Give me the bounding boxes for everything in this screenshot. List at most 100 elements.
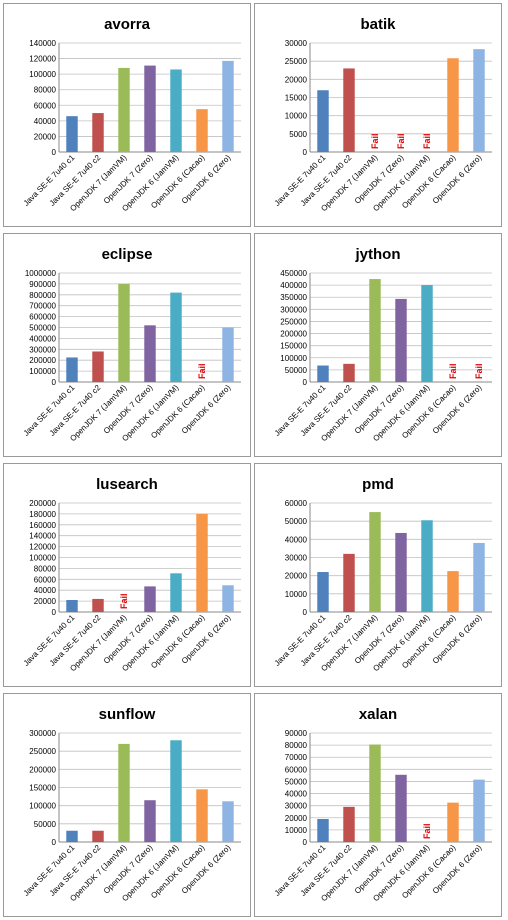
bar-openjdk-7-jamvm [369,744,381,842]
y-tick-label: 300000 [29,729,56,738]
bar-openjdk-6-jamvm [170,69,182,152]
y-tick-label: 160000 [29,521,56,530]
bar-openjdk-7-jamvm [369,279,381,382]
y-tick-label: 120000 [29,55,56,64]
bar-java-se-e-7u40-c2 [92,351,104,382]
bar-openjdk-6-jamvm [170,292,182,382]
bar-openjdk-6-zero [222,327,234,382]
bar-java-se-e-7u40-c1 [317,365,329,382]
y-tick-label: 20000 [285,75,308,84]
bar-openjdk-6-jamvm [421,520,433,612]
fail-label: Fail [422,133,432,149]
y-tick-label: 500000 [29,324,56,333]
bar-java-se-e-7u40-c2 [92,598,104,612]
y-tick-label: 50000 [34,820,57,829]
fail-label: Fail [448,363,458,379]
bar-java-se-e-7u40-c2 [343,553,355,612]
bar-openjdk-6-jamvm [421,285,433,382]
chart-frame [254,3,502,227]
y-tick-label: 20000 [34,132,57,141]
y-tick-label: 20000 [34,597,57,606]
y-tick-label: 200000 [29,499,56,508]
fail-label: Fail [370,133,380,149]
y-tick-label: 20000 [285,814,308,823]
bar-openjdk-6-cacao [196,109,208,152]
y-tick-label: 80000 [285,741,308,750]
chart-title: xalan [359,706,397,723]
bar-openjdk-6-cacao [447,571,459,612]
chart-title: sunflow [99,706,156,723]
y-tick-label: 0 [52,148,57,157]
bar-openjdk-6-cacao [196,789,208,842]
bar-java-se-e-7u40-c1 [317,90,329,152]
bar-java-se-e-7u40-c2 [343,68,355,152]
y-tick-label: 100000 [280,354,307,363]
fail-label: Fail [396,133,406,149]
chart-sunflow: sunflow 0 50000 100000 150000 200000 250000 300… [3,693,251,917]
y-tick-label: 40000 [285,790,308,799]
y-tick-label: 50000 [285,517,308,526]
bar-openjdk-7-zero [395,298,407,382]
chart-title: pmd [362,476,394,493]
y-tick-label: 5000 [289,130,307,139]
bar-openjdk-6-cacao [447,58,459,153]
y-tick-label: 140000 [29,39,56,48]
y-tick-label: 60000 [34,101,57,110]
y-tick-label: 60000 [285,499,308,508]
y-tick-label: 60000 [34,575,57,584]
bar-openjdk-7-zero [395,774,407,842]
y-tick-label: 180000 [29,510,56,519]
chart-batik: batik050001000015000200002500030000Java … [254,3,502,227]
bar-openjdk-7-zero [144,65,156,152]
y-tick-label: 800000 [29,291,56,300]
bar-java-se-e-7u40-c1 [66,600,78,612]
y-tick-label: 200000 [280,330,307,339]
y-tick-label: 100000 [29,554,56,563]
bar-openjdk-6-zero [473,542,485,612]
y-tick-label: 80000 [34,564,57,573]
y-tick-label: 450000 [280,269,307,278]
bar-openjdk-7-jamvm [369,512,381,612]
bar-java-se-e-7u40-c2 [92,830,104,842]
y-tick-label: 100000 [29,70,56,79]
y-tick-label: 200000 [29,765,56,774]
y-tick-label: 120000 [29,543,56,552]
chart-frame [3,463,251,687]
fail-label: Fail [474,363,484,379]
chart-title: jython [355,246,401,263]
y-tick-label: 40000 [34,586,57,595]
y-tick-label: 150000 [280,342,307,351]
bar-openjdk-6-cacao [447,802,459,842]
bar-openjdk-6-zero [222,801,234,842]
fail-label: Fail [119,593,129,609]
y-tick-label: 40000 [285,535,308,544]
bar-openjdk-6-jamvm [170,573,182,612]
bar-openjdk-7-zero [144,586,156,612]
fail-label: Fail [422,823,432,839]
y-tick-label: 30000 [285,39,308,48]
y-tick-label: 10000 [285,826,308,835]
y-tick-label: 250000 [29,747,56,756]
y-tick-label: 0 [303,378,308,387]
bar-openjdk-7-zero [395,532,407,612]
y-tick-label: 90000 [285,729,308,738]
y-tick-label: 0 [52,608,57,617]
chart-title: eclipse [102,246,153,263]
bar-java-se-e-7u40-c1 [317,572,329,612]
y-tick-label: 30000 [285,802,308,811]
y-tick-label: 0 [303,838,308,847]
y-tick-label: 60000 [285,765,308,774]
bar-openjdk-6-zero [222,585,234,612]
bar-openjdk-6-zero [473,779,485,842]
y-tick-label: 50000 [285,366,308,375]
y-tick-label: 20000 [285,572,308,581]
bar-java-se-e-7u40-c2 [343,363,355,382]
bar-openjdk-6-zero [222,60,234,152]
bar-openjdk-6-cacao [196,513,208,612]
bar-openjdk-7-jamvm [118,67,130,152]
bar-java-se-e-7u40-c1 [66,116,78,152]
y-tick-label: 250000 [280,317,307,326]
bar-openjdk-7-zero [144,325,156,382]
bar-openjdk-7-jamvm [118,743,130,842]
